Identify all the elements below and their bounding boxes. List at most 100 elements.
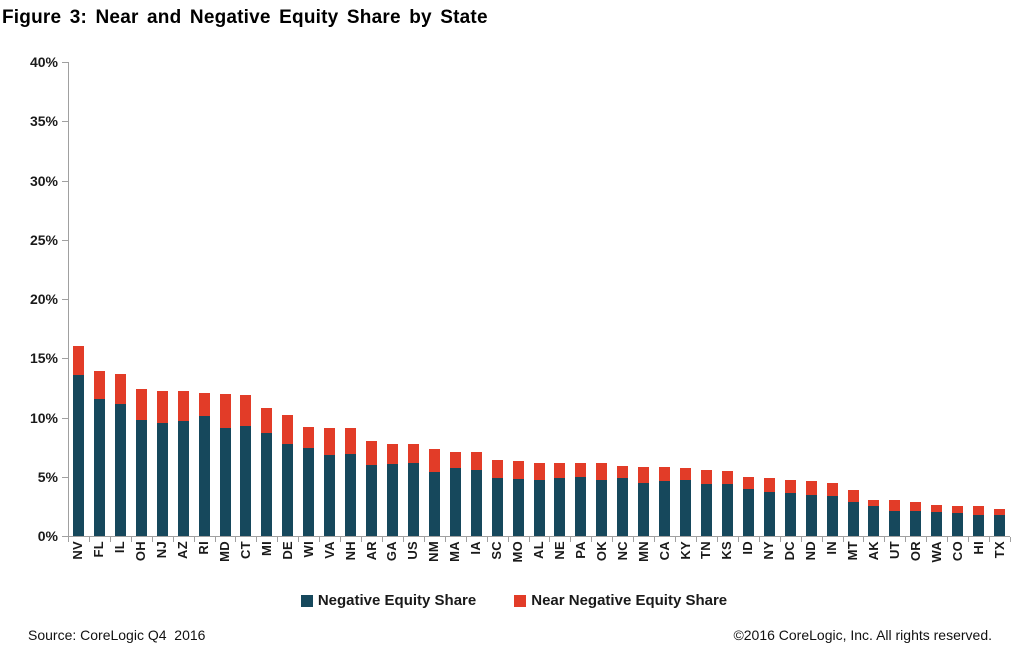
x-axis-tick bbox=[968, 537, 970, 542]
x-axis-label-MN: MN bbox=[635, 541, 651, 562]
x-axis-tick bbox=[989, 537, 991, 542]
x-axis-label-VA: VA bbox=[321, 541, 337, 559]
bar-ND-near-negative-segment bbox=[805, 481, 817, 495]
y-axis-tick bbox=[62, 417, 68, 419]
bar-WA bbox=[931, 505, 943, 536]
bar-MD bbox=[219, 393, 231, 536]
bar-KY-negative-segment bbox=[680, 480, 692, 536]
x-axis-label-OH: OH bbox=[133, 541, 149, 562]
bar-ND bbox=[805, 481, 817, 536]
bar-DE-negative-segment bbox=[282, 443, 294, 536]
bar-US-near-negative-segment bbox=[407, 443, 419, 463]
bar-CT-near-negative-segment bbox=[240, 394, 252, 426]
x-axis-tick bbox=[151, 537, 153, 542]
bar-NY-near-negative-segment bbox=[763, 477, 775, 493]
legend-item-near: Near Negative Equity Share bbox=[514, 592, 727, 609]
bar-NE-negative-segment bbox=[554, 477, 566, 536]
x-axis-label-MD: MD bbox=[217, 541, 232, 562]
bar-CT-negative-segment bbox=[240, 425, 252, 536]
x-axis-tick bbox=[444, 537, 446, 542]
x-axis-tick bbox=[716, 537, 718, 542]
bar-MA bbox=[449, 451, 461, 536]
bar-NY bbox=[763, 477, 775, 536]
bar-TX-negative-segment bbox=[994, 514, 1006, 536]
bar-IA-negative-segment bbox=[470, 469, 482, 536]
bar-OK-negative-segment bbox=[596, 480, 608, 536]
bar-NC bbox=[617, 466, 629, 536]
bar-ID-negative-segment bbox=[742, 488, 754, 536]
x-axis-tick bbox=[340, 537, 342, 542]
bar-DE bbox=[282, 415, 294, 536]
x-axis-label-AK: AK bbox=[865, 541, 881, 561]
bar-OR bbox=[910, 501, 922, 536]
bar-MI bbox=[261, 408, 273, 536]
bar-MN-negative-segment bbox=[638, 482, 650, 536]
bar-AZ-negative-segment bbox=[177, 421, 189, 536]
bar-NC-near-negative-segment bbox=[617, 466, 629, 478]
x-axis-label-AZ: AZ bbox=[175, 541, 191, 559]
bar-MI-negative-segment bbox=[261, 432, 273, 536]
bar-MN bbox=[638, 467, 650, 536]
bar-CT bbox=[240, 394, 252, 536]
bar-DC bbox=[784, 480, 796, 536]
bar-OH bbox=[135, 389, 147, 536]
chart-title: Figure 3: Near and Negative Equity Share… bbox=[2, 7, 488, 28]
x-axis-tick bbox=[172, 537, 174, 542]
x-axis-label-AL: AL bbox=[531, 541, 546, 559]
bar-MO-near-negative-segment bbox=[512, 461, 524, 480]
x-axis-tick bbox=[465, 537, 467, 542]
x-axis-tick bbox=[737, 537, 739, 542]
bar-TN bbox=[700, 469, 712, 536]
x-axis-label-NE: NE bbox=[551, 541, 567, 560]
x-axis-label-NC: NC bbox=[614, 541, 630, 561]
y-axis-label-0: 0% bbox=[37, 528, 58, 544]
x-axis-label-MI: MI bbox=[258, 541, 274, 557]
bar-ID bbox=[742, 476, 754, 536]
bar-AR-negative-segment bbox=[366, 464, 378, 536]
bar-WI-negative-segment bbox=[303, 448, 315, 536]
bar-HI bbox=[973, 506, 985, 536]
bar-OK bbox=[596, 462, 608, 536]
legend-label-negative: Negative Equity Share bbox=[317, 592, 477, 609]
x-axis-label-HI: HI bbox=[970, 541, 986, 555]
x-axis-tick bbox=[214, 537, 216, 542]
x-axis-tick bbox=[696, 537, 697, 542]
x-axis-tick bbox=[758, 537, 760, 542]
y-axis-label-25: 25% bbox=[29, 231, 58, 248]
bar-NJ bbox=[156, 391, 168, 536]
x-axis-label-OK: OK bbox=[593, 541, 609, 562]
bar-PA bbox=[575, 462, 587, 536]
bar-MN-near-negative-segment bbox=[638, 467, 650, 483]
bar-KY bbox=[680, 468, 692, 536]
bar-FL-negative-segment bbox=[93, 398, 105, 536]
legend-label-near: Near Negative Equity Share bbox=[531, 592, 728, 609]
bar-DE-near-negative-segment bbox=[282, 415, 294, 444]
bar-AZ-near-negative-segment bbox=[177, 391, 189, 422]
bar-WI bbox=[303, 426, 315, 536]
bar-FL bbox=[93, 371, 105, 536]
x-axis-tick bbox=[612, 537, 614, 542]
y-axis-tick bbox=[62, 239, 68, 241]
x-axis-label-PA: PA bbox=[572, 541, 588, 559]
bar-MD-negative-segment bbox=[219, 428, 231, 536]
bar-GA bbox=[386, 443, 398, 536]
bar-GA-near-negative-segment bbox=[386, 443, 398, 464]
x-axis-label-ND: ND bbox=[803, 541, 819, 561]
x-axis-label-WI: WI bbox=[300, 541, 316, 558]
x-axis-tick bbox=[423, 537, 425, 542]
x-axis-tick bbox=[361, 537, 363, 542]
x-axis-label-NY: NY bbox=[761, 541, 777, 560]
x-axis-label-MA: MA bbox=[447, 541, 463, 562]
bar-NJ-negative-segment bbox=[156, 423, 168, 536]
x-axis-label-AR: AR bbox=[363, 541, 379, 561]
x-axis-tick bbox=[402, 537, 404, 542]
bar-CO-near-negative-segment bbox=[952, 506, 964, 514]
x-axis-tick bbox=[947, 537, 949, 542]
bar-PA-near-negative-segment bbox=[575, 462, 587, 477]
bar-MT-near-negative-segment bbox=[847, 489, 859, 502]
bar-RI-negative-segment bbox=[198, 416, 210, 536]
bar-KS bbox=[721, 470, 733, 536]
bar-MD-near-negative-segment bbox=[219, 393, 231, 429]
bar-MI-near-negative-segment bbox=[261, 408, 273, 433]
